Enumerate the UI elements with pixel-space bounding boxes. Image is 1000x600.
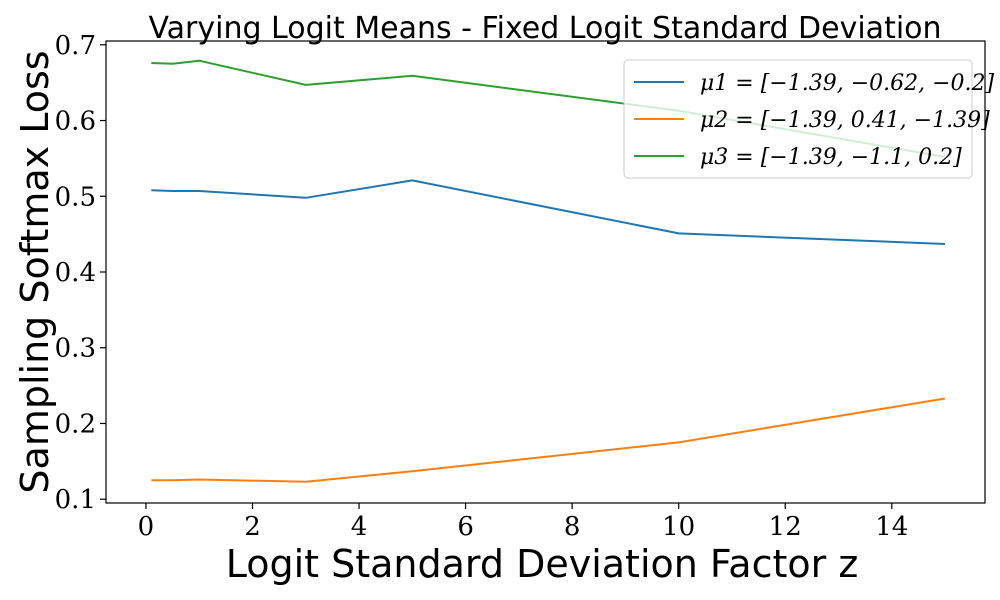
y-tick-label: 0.7 (55, 31, 96, 61)
legend: μ1 = [−1.39, −0.62, −0.2] μ2 = [−1.39, 0.… (623, 59, 995, 179)
x-tick-label: 12 (769, 512, 802, 542)
plot-area: 0 2 4 6 8 10 12 14 0.1 0.2 0.3 0.4 0.5 0.6 0.7 (55, 31, 986, 542)
legend-label-2: μ2 = [−1.39, 0.41, −1.39] (700, 108, 990, 133)
y-tick-label: 0.5 (55, 182, 96, 212)
x-tick-label: 4 (351, 512, 368, 542)
legend-box (623, 59, 973, 179)
chart-title: Varying Logit Means - Fixed Logit Standa… (148, 11, 941, 46)
y-tick-label: 0.6 (55, 107, 96, 137)
x-tick-label: 8 (564, 512, 581, 542)
x-axis-label: Logit Standard Deviation Factor z (226, 542, 859, 586)
y-tick-label: 0.1 (55, 485, 96, 515)
y-tick-label: 0.4 (55, 258, 96, 288)
series-line-1 (151, 179, 946, 245)
x-tick-label: 14 (875, 512, 908, 542)
y-tick-label: 0.2 (55, 409, 96, 439)
legend-label-3: μ3 = [−1.39, −1.1, 0.2] (700, 145, 962, 170)
series-line-2 (151, 397, 946, 483)
x-tick-label: 2 (244, 512, 261, 542)
legend-label-1: μ1 = [−1.39, −0.62, −0.2] (700, 71, 995, 96)
y-axis-label: Sampling Softmax Loss (13, 50, 57, 493)
y-tick-label: 0.3 (55, 334, 96, 364)
x-tick-label: 6 (457, 512, 474, 542)
x-tick-label: 10 (662, 512, 695, 542)
x-tick-label: 0 (138, 512, 155, 542)
